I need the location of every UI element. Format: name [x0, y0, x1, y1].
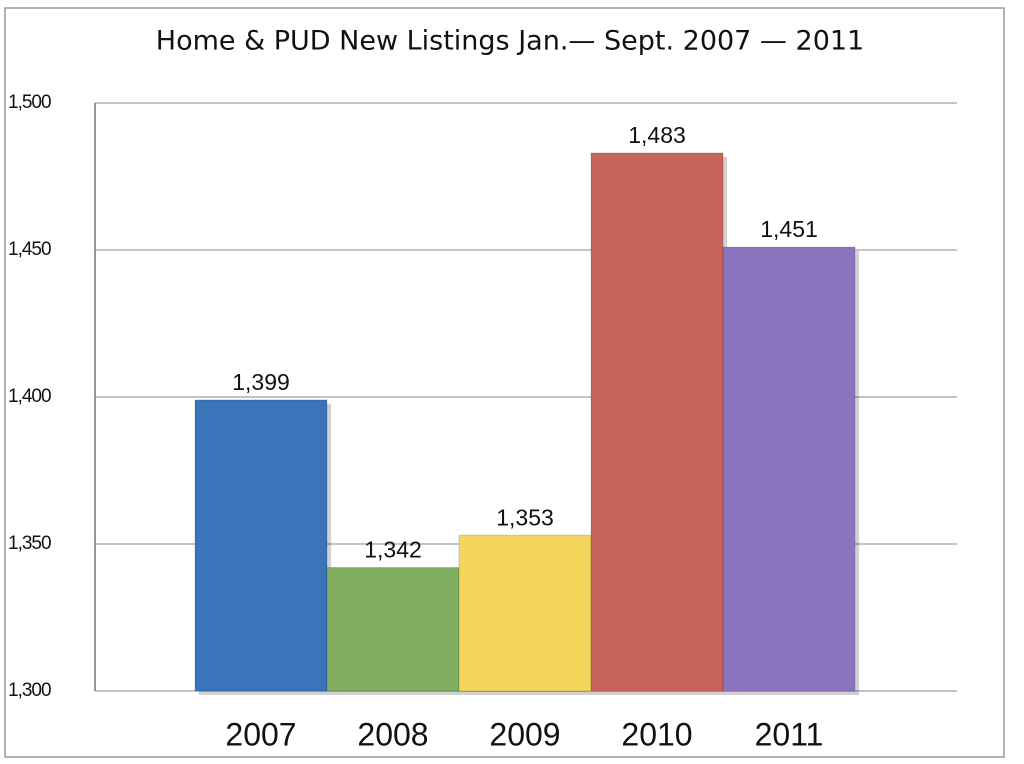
bar	[590, 152, 724, 692]
bar	[326, 567, 460, 692]
value-label: 1,399	[232, 369, 290, 395]
value-label: 1,483	[628, 122, 686, 148]
x-tick-label: 2007	[225, 716, 296, 752]
x-tick-label: 2008	[357, 716, 428, 752]
bar	[458, 534, 592, 692]
y-tick-label: 1,300	[8, 680, 51, 701]
x-tick-label: 2010	[621, 716, 692, 752]
x-tick-label: 2009	[489, 716, 560, 752]
bar	[722, 246, 856, 692]
y-tick-label: 1,350	[8, 533, 51, 554]
bar	[194, 399, 328, 692]
x-tick-label: 2011	[755, 716, 824, 752]
y-tick-label: 1,450	[8, 239, 51, 260]
value-label: 1,342	[364, 537, 422, 563]
y-tick-label: 1,400	[8, 386, 51, 407]
value-label: 1,353	[496, 504, 554, 530]
chart-title: Home & PUD New Listings Jan.— Sept. 2007…	[156, 26, 864, 57]
y-tick-label: 1,500	[8, 92, 51, 113]
value-label: 1,451	[760, 216, 818, 242]
